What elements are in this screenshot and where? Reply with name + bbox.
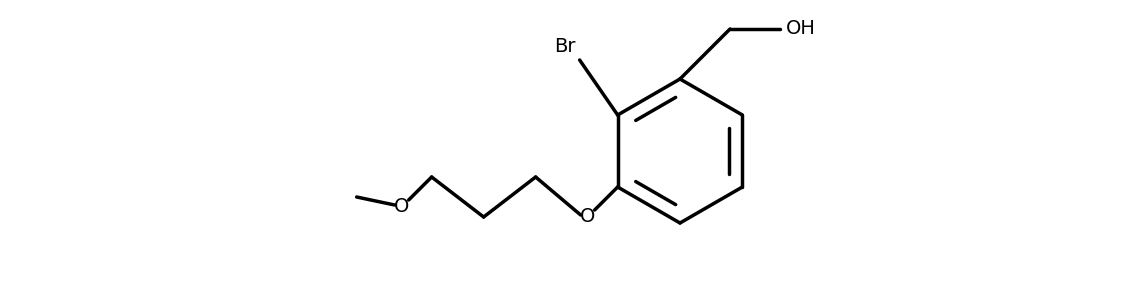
Text: O: O [580, 207, 595, 226]
Text: Br: Br [555, 37, 575, 56]
Text: O: O [394, 198, 409, 217]
Text: OH: OH [786, 20, 816, 38]
